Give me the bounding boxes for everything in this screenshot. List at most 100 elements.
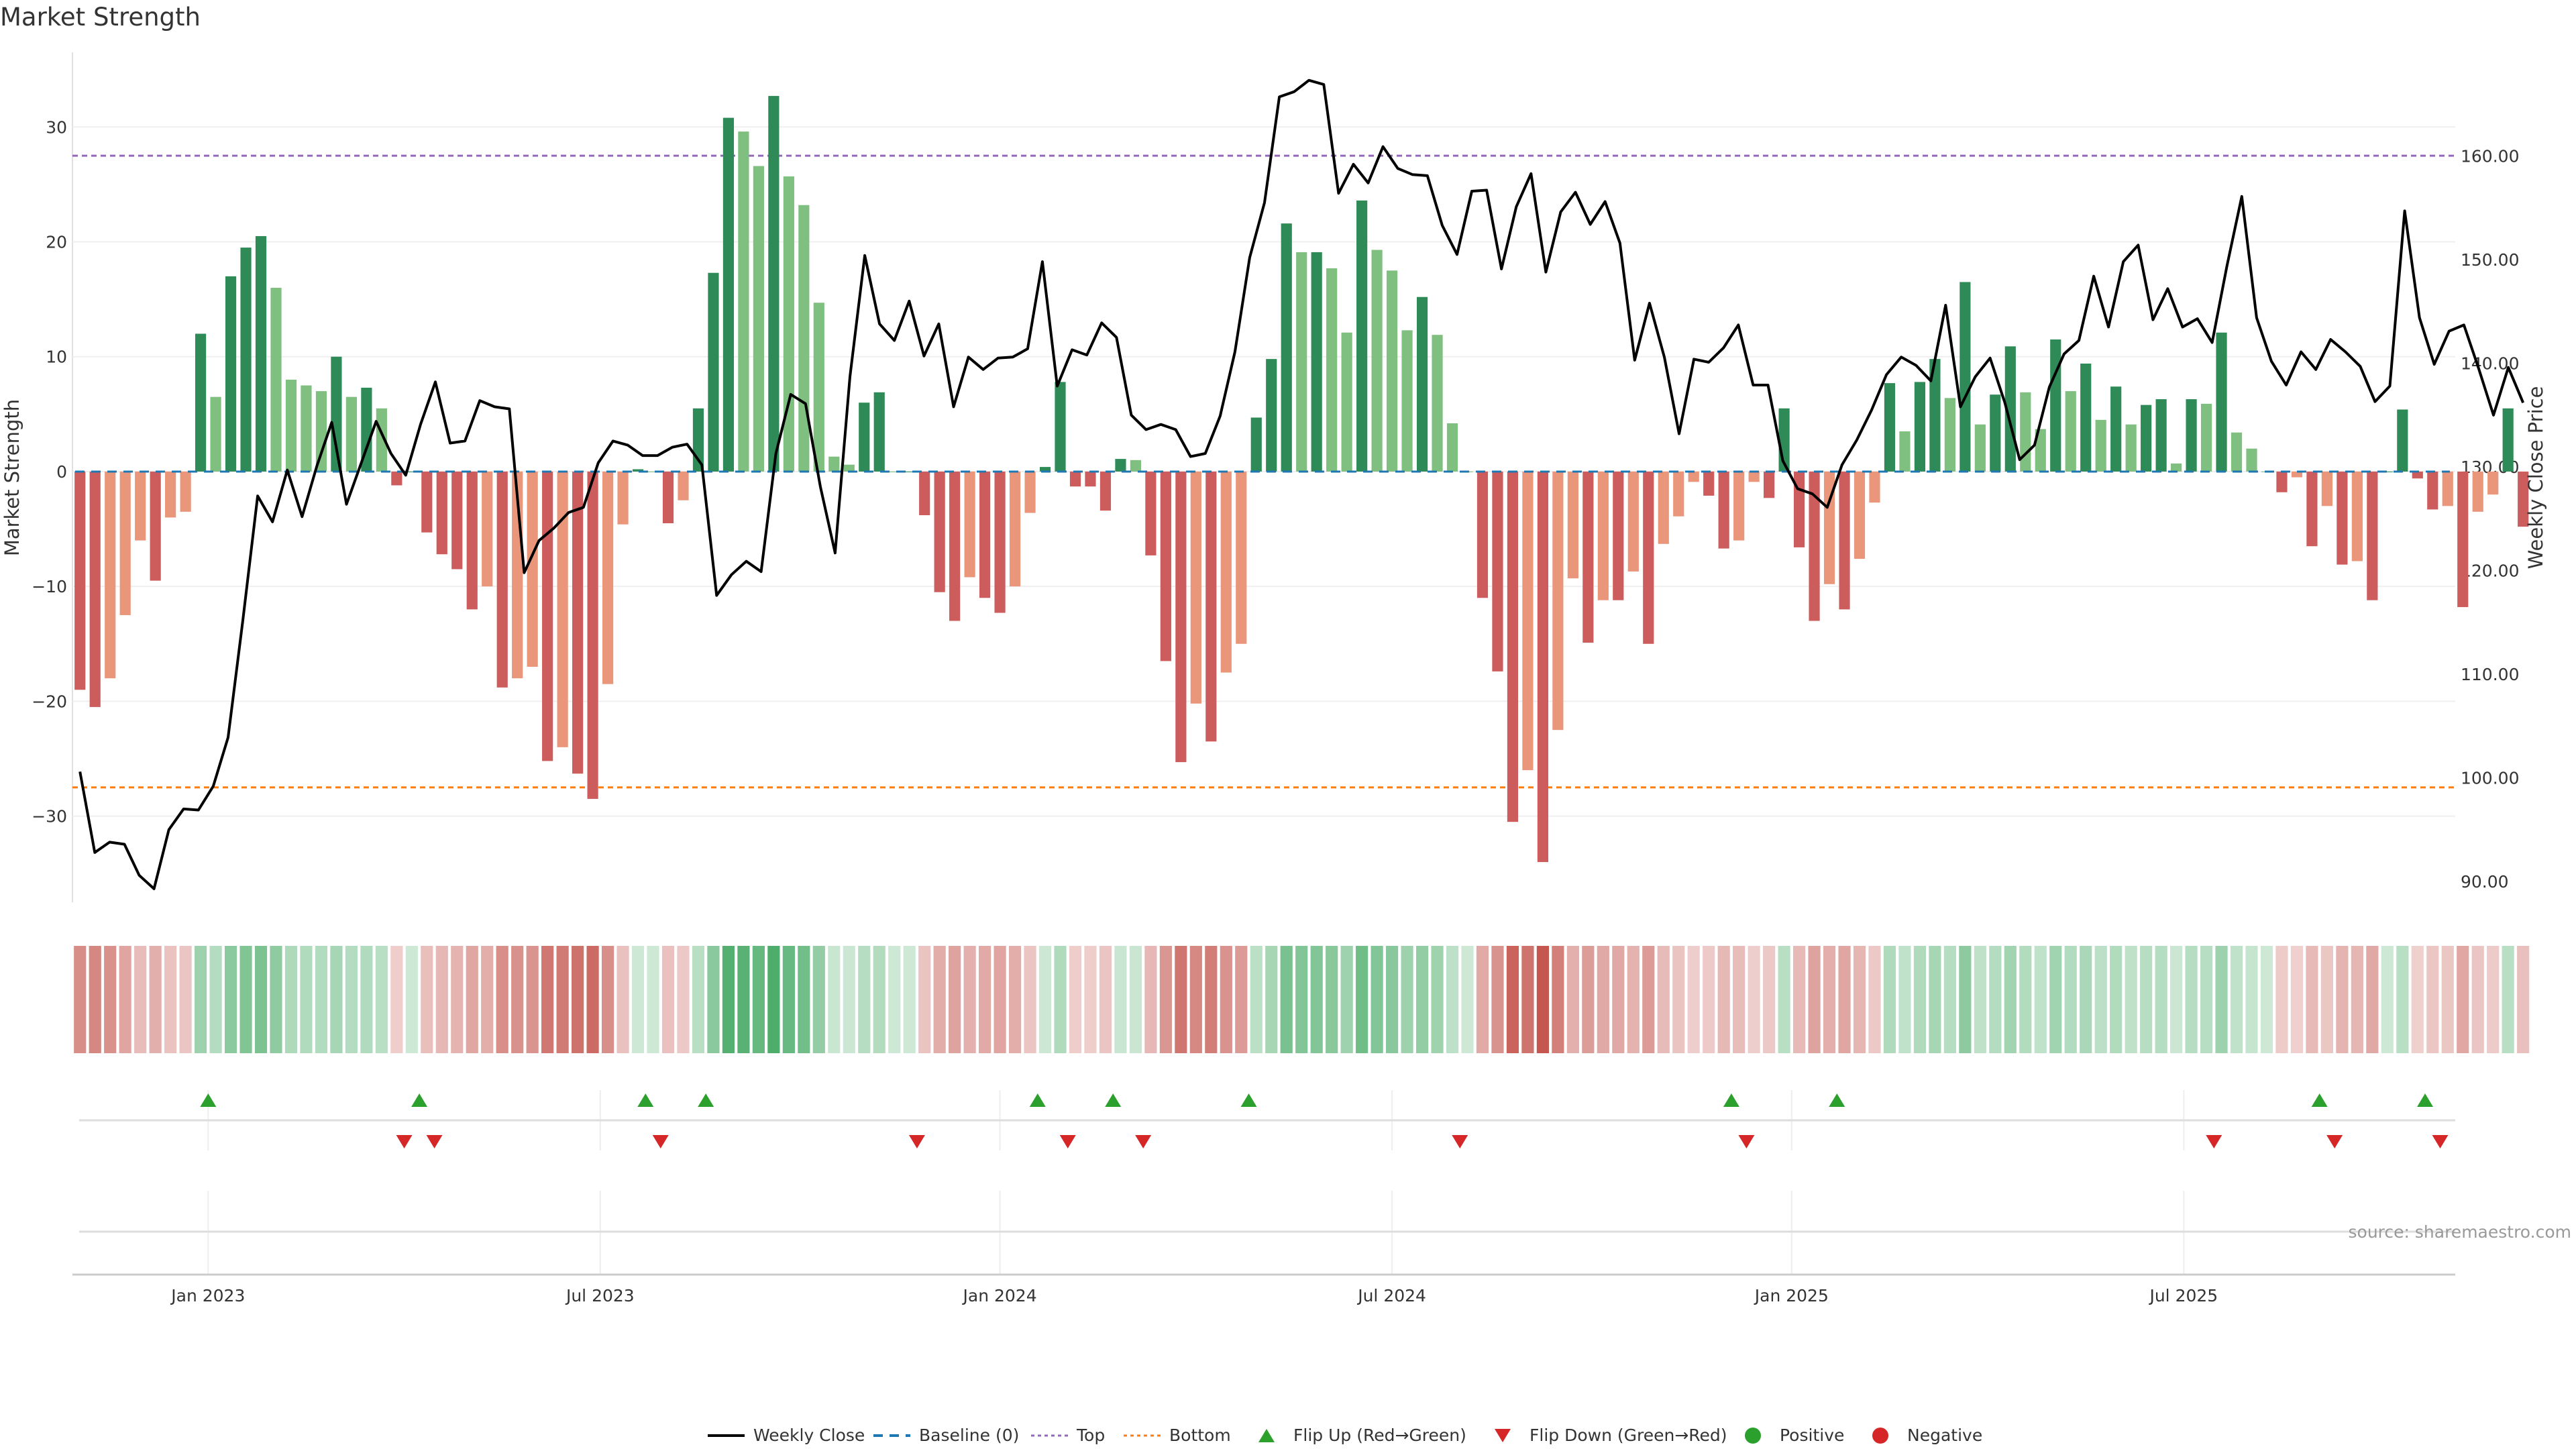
heat-cell	[149, 946, 162, 1053]
flip-down-marker	[908, 1135, 925, 1148]
heat-cell	[1974, 946, 1986, 1053]
strength-bars	[74, 96, 2529, 863]
legend: Weekly Close Baseline (0) Top Bottom Flip Up…	[708, 1426, 1982, 1445]
y-tick-label: 30	[46, 117, 67, 137]
strength-bar	[919, 471, 930, 516]
strength-bar	[1688, 471, 1699, 482]
strength-bar	[1039, 467, 1051, 472]
heat-cell	[164, 946, 177, 1053]
heat-cell	[1084, 946, 1097, 1053]
strength-bar	[1250, 417, 1262, 472]
strength-bar	[1884, 383, 1896, 472]
flip-down-marker	[1059, 1135, 1076, 1148]
strength-bar	[2397, 409, 2408, 472]
strength-bar	[873, 392, 885, 472]
strength-bar	[1643, 471, 1654, 644]
strength-bar	[1401, 330, 1413, 472]
heat-cell	[918, 946, 931, 1053]
strength-bar	[783, 176, 794, 472]
heat-cell	[1612, 946, 1625, 1053]
heat-cell	[1642, 946, 1655, 1053]
heat-cell	[2290, 946, 2304, 1053]
heat-cell	[1763, 946, 1776, 1053]
strength-bar	[1582, 471, 1594, 643]
heat-cell	[949, 946, 961, 1053]
strength-bar	[119, 471, 131, 615]
strength-bar	[301, 385, 312, 472]
heat-cell	[994, 946, 1006, 1053]
strength-bar	[1341, 332, 1352, 472]
heat-cell	[601, 946, 614, 1053]
heat-cell	[435, 946, 448, 1053]
heat-cell	[134, 946, 147, 1053]
flip-up-marker	[1723, 1093, 1739, 1107]
heat-cell	[1703, 946, 1715, 1053]
strength-bar	[482, 471, 493, 587]
strength-bar	[1567, 471, 1578, 579]
y-tick-label: 20	[46, 233, 67, 252]
strength-bar	[1537, 471, 1548, 863]
strength-bar	[1627, 471, 1639, 572]
heat-cell	[1808, 946, 1821, 1053]
legend-dot-icon	[1745, 1428, 1761, 1444]
heat-cell	[1144, 946, 1157, 1053]
flip-up-marker	[411, 1093, 428, 1107]
heat-cell	[1566, 946, 1579, 1053]
y-tick-label: −30	[32, 807, 67, 826]
strength-bar	[2186, 399, 2197, 472]
strength-bar	[496, 471, 508, 688]
heat-cell	[1959, 946, 1972, 1053]
strength-heat-strip	[74, 946, 2530, 1053]
heat-cell	[2140, 946, 2153, 1053]
heat-cell	[1114, 946, 1127, 1053]
heat-cell	[74, 946, 87, 1053]
heat-cell	[2049, 946, 2062, 1053]
flip-up-marker	[698, 1093, 714, 1107]
heat-cell	[1069, 946, 1082, 1053]
strength-bar	[2216, 332, 2227, 472]
heat-cell	[2487, 946, 2500, 1053]
strength-bar	[270, 287, 282, 472]
strength-bar	[1764, 471, 1775, 498]
heat-cell	[496, 946, 508, 1053]
heat-cell	[1536, 946, 1549, 1053]
y2-tick-label: 90.00	[2461, 872, 2509, 892]
heat-cell	[1054, 946, 1067, 1053]
heat-cell	[2245, 946, 2258, 1053]
strength-bar	[2080, 363, 2092, 472]
strength-bar	[1115, 459, 1126, 472]
strength-bar	[2337, 471, 2348, 565]
heat-cell	[1205, 946, 1218, 1053]
strength-bar	[1069, 471, 1081, 487]
strength-bar	[1673, 471, 1684, 517]
heat-cell	[1868, 946, 1881, 1053]
strength-bar	[949, 471, 961, 621]
strength-bar	[2020, 392, 2031, 472]
heat-cell	[722, 946, 735, 1053]
strength-bar	[1658, 471, 1669, 544]
strength-bar	[1205, 471, 1217, 742]
heat-cell	[360, 946, 373, 1053]
strength-bar	[135, 471, 146, 541]
x-tick-label: Jan 2024	[962, 1286, 1037, 1305]
flip-down-marker	[396, 1135, 413, 1148]
heat-cell	[1748, 946, 1760, 1053]
heat-cell	[390, 946, 403, 1053]
flip-up-marker	[1240, 1093, 1257, 1107]
strength-bar	[572, 471, 584, 774]
strength-bar	[1492, 471, 1503, 672]
heat-cell	[541, 946, 554, 1053]
heat-cell	[1159, 946, 1172, 1053]
heat-cell	[782, 946, 795, 1053]
y-axis-title: Market Strength	[1, 399, 23, 556]
strength-bar	[1974, 424, 1986, 472]
heat-cell	[933, 946, 946, 1053]
strength-bar	[964, 471, 975, 578]
heat-cell	[873, 946, 885, 1053]
heat-cell	[1280, 946, 1293, 1053]
strength-bar	[828, 456, 840, 472]
heat-cell	[2125, 946, 2137, 1053]
strength-bar	[1446, 423, 1458, 472]
heat-cell	[2517, 946, 2530, 1053]
